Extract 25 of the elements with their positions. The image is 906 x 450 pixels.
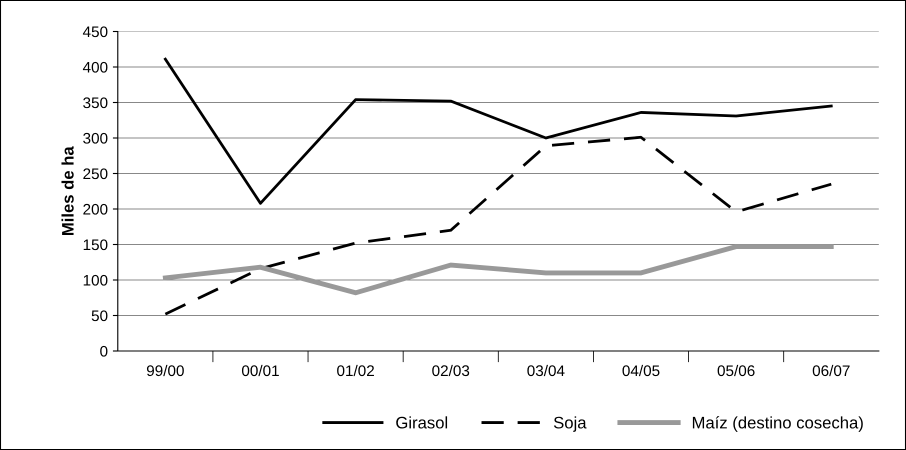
line-series xyxy=(164,58,833,205)
y-tick-label: 400 xyxy=(82,62,108,73)
y-tick-label: 0 xyxy=(100,346,108,357)
x-tick-label: 05/06 xyxy=(718,364,755,376)
legend-label: Soja xyxy=(554,416,587,432)
x-tick-label: 99/00 xyxy=(146,364,184,376)
line-series xyxy=(164,136,833,316)
x-tick-label: 01/02 xyxy=(337,364,374,376)
y-tick-label: 350 xyxy=(83,97,108,108)
legend-label: Girasol xyxy=(396,416,448,429)
x-tick-label: 00/01 xyxy=(242,364,279,376)
legend-label: Maíz (destino cosecha) xyxy=(692,416,863,432)
y-tick-label: 200 xyxy=(83,204,108,215)
y-tick-label: 50 xyxy=(92,310,108,322)
y-tick-label: 100 xyxy=(84,274,108,286)
x-tick-label: 04/05 xyxy=(622,364,660,376)
x-tick-label: 06/07 xyxy=(812,364,850,376)
y-tick-label: 250 xyxy=(83,168,108,180)
y-tick-label: 450 xyxy=(82,26,108,38)
x-tick-label: 02/03 xyxy=(432,364,470,376)
y-axis-title: Miles de ha xyxy=(61,146,74,236)
line-series xyxy=(162,244,834,296)
y-tick-label: 300 xyxy=(83,132,108,144)
x-tick-label: 03/04 xyxy=(527,364,565,376)
y-tick-label: 150 xyxy=(84,239,108,250)
